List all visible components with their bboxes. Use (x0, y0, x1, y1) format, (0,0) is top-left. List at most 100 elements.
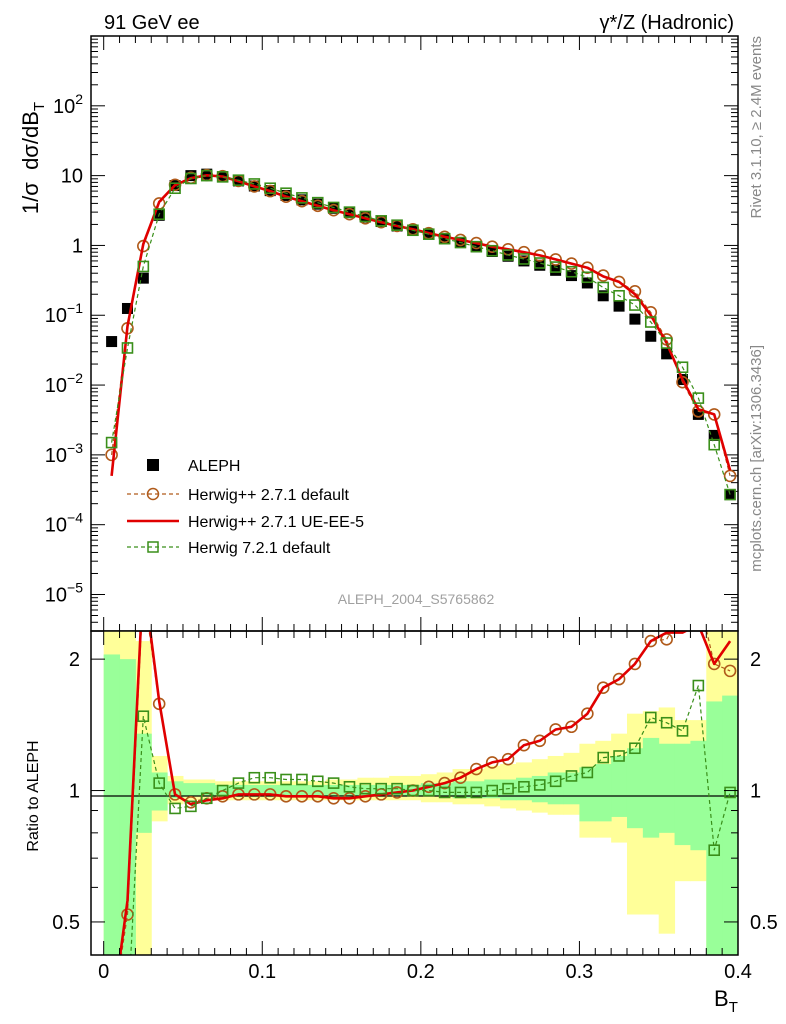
data-point (724, 786, 736, 799)
x-tick-label: 0.2 (407, 961, 435, 983)
ratio-y-tick-label: 0.5 (52, 912, 80, 934)
series-line (118, 631, 732, 955)
data-point (296, 773, 308, 786)
data-point (328, 202, 340, 214)
ratio-stat-band-segment (103, 654, 121, 955)
data-point (407, 224, 419, 237)
data-point (613, 300, 625, 312)
data-point (613, 289, 625, 302)
data-point (153, 208, 165, 221)
data-point (533, 734, 547, 748)
data-point (533, 779, 546, 791)
analysis-annotation: ALEPH_2004_S5765862 (338, 591, 495, 607)
data-point (375, 215, 387, 227)
data-point (216, 784, 229, 797)
ratio-stat-band-segment (341, 784, 358, 797)
data-point (264, 182, 276, 195)
data-point (185, 800, 197, 813)
data-point (502, 249, 514, 261)
main-series (105, 168, 737, 501)
data-point (565, 770, 578, 782)
series-line (111, 174, 731, 495)
data-point (645, 330, 657, 342)
data-point (200, 169, 213, 182)
ratio-y-tick-label: 1 (69, 781, 80, 803)
data-point (153, 777, 165, 789)
data-point (629, 742, 641, 755)
data-point (422, 228, 435, 240)
data-point (708, 844, 721, 857)
data-point (723, 469, 737, 483)
data-point (581, 707, 594, 720)
legend-entry-herwig7-default: Herwig 7.2.1 default (127, 540, 331, 557)
data-point (343, 207, 355, 219)
data-point (185, 170, 197, 182)
ratio-stat-band-segment (722, 695, 738, 955)
legend-entry-herwigpp-ueee5: Herwig++ 2.7.1 UE-EE-5 (127, 514, 364, 531)
data-point (565, 265, 578, 278)
series-herwig-2-7-1-ue-ee-5 (118, 631, 732, 955)
data-point (708, 438, 721, 451)
data-point (296, 194, 308, 206)
main-y-tick-label: 10−3 (45, 440, 83, 467)
data-point (518, 780, 530, 793)
data-point (723, 664, 737, 678)
data-point (707, 408, 721, 421)
series-herwig-2-7-1-ue-ee-5 (110, 174, 732, 477)
ratio-stat-band-segment (674, 743, 691, 846)
data-point (470, 786, 483, 799)
data-point (597, 290, 609, 302)
data-point (391, 219, 403, 231)
data-point (105, 436, 118, 449)
main-axis-ticks (91, 35, 739, 632)
data-point (169, 182, 181, 195)
series-line (130, 685, 731, 955)
x-tick-label: 0 (98, 961, 109, 983)
ratio-stat-band-segment (706, 701, 723, 955)
legend-label-herwig7-default: Herwig 7.2.1 default (188, 540, 331, 557)
data-point (596, 681, 610, 695)
data-point (470, 241, 482, 253)
data-point (644, 711, 657, 724)
data-point (359, 782, 372, 795)
series-herwig-7-2-1-default (105, 169, 736, 501)
data-point (502, 250, 514, 262)
legend-marker-herwigpp-default (146, 487, 160, 501)
data-point (612, 275, 626, 289)
series-line (110, 174, 732, 477)
data-point (486, 244, 499, 257)
legend-entry-aleph: ALEPH (147, 458, 240, 475)
ratio-stat-band-segment (135, 733, 152, 833)
data-point (550, 264, 562, 276)
data-point (549, 261, 562, 273)
data-point (518, 253, 530, 265)
data-point (597, 281, 610, 294)
main-y-tick-label: 10−2 (45, 370, 83, 397)
main-y-axis-label: 1/σ dσ/dBT (18, 102, 48, 214)
data-point (596, 269, 610, 282)
data-point (280, 773, 292, 786)
data-point (311, 775, 324, 788)
data-point (312, 198, 324, 210)
data-point (534, 259, 546, 271)
legend-marker-herwig7-default (147, 541, 159, 553)
main-y-tick-label: 10 (61, 166, 83, 188)
data-point (486, 784, 499, 797)
data-point (185, 172, 197, 185)
ratio-stat-band-segment (389, 784, 406, 797)
legend: ALEPH Herwig++ 2.7.1 default Herwig++ 2.… (127, 458, 364, 557)
data-point (644, 634, 658, 648)
ratio-stat-band-segment (595, 764, 612, 822)
ratio-y-axis-label: Ratio to ALEPH (25, 740, 42, 851)
data-point (549, 775, 562, 788)
data-point (232, 174, 245, 186)
ratio-stat-band-segment (626, 748, 644, 829)
data-point (676, 361, 689, 374)
main-y-tick-labels: 10−5 10−4 10−3 10−2 10−1 1 10 102 (45, 91, 83, 607)
data-point (121, 302, 133, 314)
x-tick-label: 0.1 (248, 961, 276, 983)
series-herwig-7-2-1-default (130, 679, 736, 955)
data-point (106, 336, 118, 348)
data-point (470, 240, 483, 253)
